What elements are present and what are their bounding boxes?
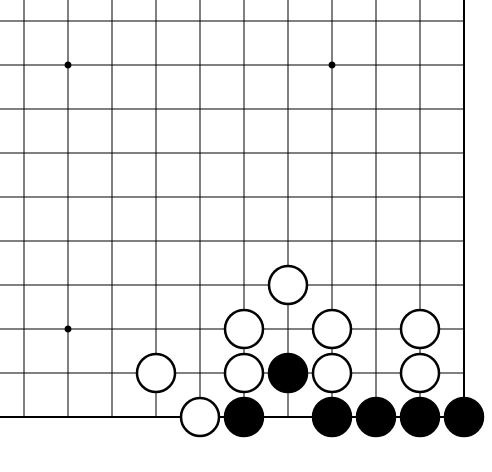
black-stone[interactable]	[223, 396, 265, 438]
white-stone[interactable]	[135, 352, 177, 394]
star-points	[64, 61, 336, 333]
white-stone[interactable]	[399, 308, 441, 350]
black-stone[interactable]	[267, 352, 309, 394]
black-stone[interactable]	[311, 396, 353, 438]
white-stone[interactable]	[223, 352, 265, 394]
star-point	[64, 61, 72, 69]
white-stone[interactable]	[399, 352, 441, 394]
white-stone[interactable]	[223, 308, 265, 350]
black-stone[interactable]	[399, 396, 441, 438]
white-stone[interactable]	[311, 308, 353, 350]
grid-lines	[0, 0, 465, 418]
white-stone[interactable]	[311, 352, 353, 394]
white-stone[interactable]	[267, 264, 309, 306]
star-point	[328, 61, 336, 69]
stones	[135, 264, 485, 438]
white-stone[interactable]	[179, 396, 221, 438]
black-stone[interactable]	[443, 396, 485, 438]
star-point	[64, 325, 72, 333]
black-stone[interactable]	[355, 396, 397, 438]
